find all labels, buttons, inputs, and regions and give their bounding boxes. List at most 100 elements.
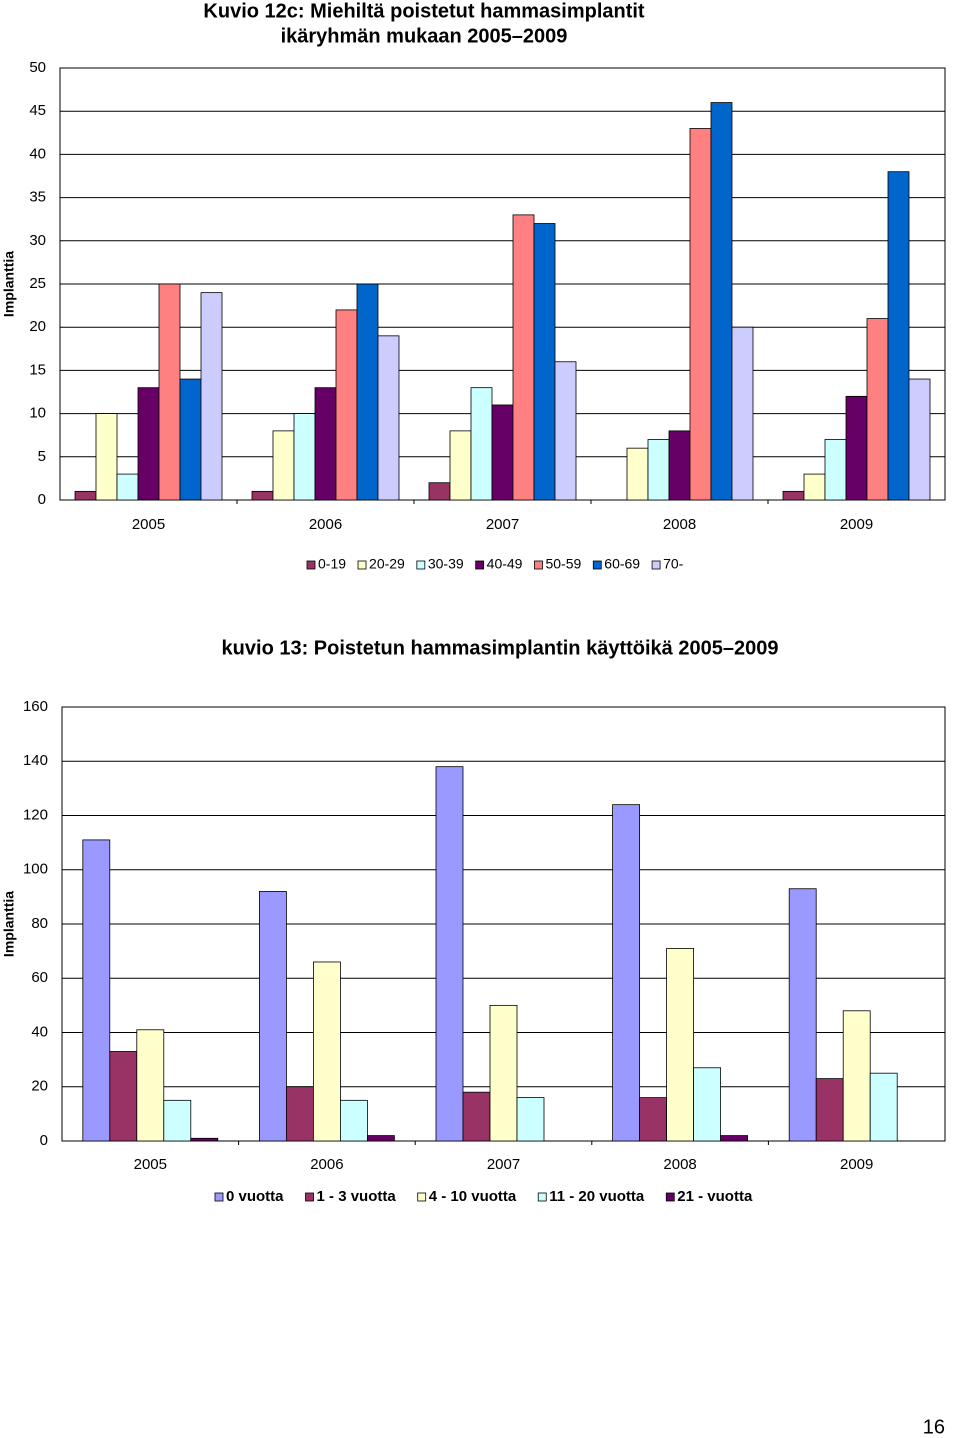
bar xyxy=(710,102,733,501)
y-tick-label: 60 xyxy=(31,969,48,986)
bar xyxy=(428,482,451,501)
legend-swatch xyxy=(214,1192,224,1202)
y-tick-label: 5 xyxy=(38,448,46,465)
y-tick-label: 30 xyxy=(29,232,46,249)
bar xyxy=(845,395,868,501)
bar xyxy=(491,404,514,501)
y-tick-label: 20 xyxy=(31,1078,48,1095)
x-tick-label: 2009 xyxy=(840,516,873,533)
bar xyxy=(866,318,889,501)
y-tick-label: 160 xyxy=(23,698,48,715)
bar xyxy=(449,430,472,501)
legend-swatch xyxy=(665,1192,675,1202)
y-tick-label: 35 xyxy=(29,189,46,206)
legend-swatch xyxy=(357,560,367,570)
bar xyxy=(190,1137,219,1142)
bar xyxy=(158,283,181,501)
y-tick-label: 15 xyxy=(29,361,46,378)
y-tick-label: 20 xyxy=(29,318,46,335)
bar xyxy=(109,1051,138,1142)
legend-label: 21 - vuotta xyxy=(677,1188,753,1205)
bar xyxy=(489,1004,518,1142)
bar xyxy=(293,413,316,501)
y-tick-label: 100 xyxy=(23,861,48,878)
bar xyxy=(74,490,97,501)
legend-swatch xyxy=(305,1192,314,1202)
y-tick-label: 40 xyxy=(31,1023,48,1040)
bar xyxy=(116,473,139,501)
bar xyxy=(377,335,400,501)
y-tick-label: 80 xyxy=(31,915,48,932)
legend-swatch xyxy=(651,560,661,570)
legend-swatch xyxy=(592,560,602,570)
bar xyxy=(782,490,805,501)
legend-label: 0-19 xyxy=(318,556,346,572)
x-tick-label: 2006 xyxy=(309,516,342,533)
bar xyxy=(312,961,341,1142)
legend-label: 40-49 xyxy=(487,556,523,572)
bar xyxy=(647,439,670,501)
chart-title: Kuvio 12c: Miehiltä poistetut hammasimpl… xyxy=(203,0,645,22)
bar xyxy=(887,171,910,501)
bar xyxy=(136,1029,165,1142)
bar xyxy=(720,1135,748,1142)
y-tick-label: 50 xyxy=(29,59,46,76)
bar xyxy=(285,1086,314,1142)
bar xyxy=(366,1135,395,1142)
bar xyxy=(842,1010,871,1142)
legend-label: 30-39 xyxy=(428,556,464,572)
chart-title: ikäryhmän mukaan 2005–2009 xyxy=(281,25,568,47)
y-tick-label: 140 xyxy=(23,752,48,769)
bar xyxy=(689,128,712,501)
bar xyxy=(869,1072,898,1142)
bar xyxy=(314,387,337,501)
legend-label: 0 vuotta xyxy=(226,1188,284,1205)
bar xyxy=(339,1099,368,1142)
x-tick-label: 2007 xyxy=(487,1156,520,1173)
legend-swatch xyxy=(475,560,485,570)
chart-title: kuvio 13: Poistetun hammasimplantin käyt… xyxy=(222,637,779,659)
bar xyxy=(693,1067,721,1142)
bar xyxy=(462,1091,491,1142)
y-tick-label: 25 xyxy=(29,275,46,292)
bar xyxy=(639,1097,667,1142)
legend-swatch xyxy=(537,1192,547,1202)
bar xyxy=(554,361,577,501)
legend-swatch xyxy=(306,560,316,570)
y-tick-label: 120 xyxy=(23,806,48,823)
bar xyxy=(272,430,295,501)
x-tick-label: 2008 xyxy=(663,1156,696,1173)
bar xyxy=(815,1078,844,1142)
legend-label: 50-59 xyxy=(545,556,581,572)
legend-label: 11 - 20 vuotta xyxy=(549,1188,645,1205)
bar xyxy=(668,430,691,501)
bar xyxy=(163,1099,192,1142)
legend-label: 4 - 10 vuotta xyxy=(429,1188,517,1205)
bar xyxy=(258,891,287,1142)
page-number: 16 xyxy=(923,1416,945,1438)
y-tick-label: 10 xyxy=(29,405,46,422)
x-tick-label: 2009 xyxy=(840,1156,873,1173)
x-tick-label: 2008 xyxy=(663,516,696,533)
legend-label: 60-69 xyxy=(604,556,640,572)
bar xyxy=(666,948,694,1142)
bar xyxy=(612,804,640,1142)
bar xyxy=(82,839,111,1142)
bar xyxy=(470,387,493,501)
bar xyxy=(356,283,379,501)
x-tick-label: 2006 xyxy=(310,1156,343,1173)
bar xyxy=(824,439,847,501)
y-axis-title: Implanttia xyxy=(1,891,17,957)
bar xyxy=(251,490,274,501)
x-tick-label: 2005 xyxy=(132,516,165,533)
bar xyxy=(335,309,358,501)
y-tick-label: 0 xyxy=(38,491,46,508)
bar xyxy=(200,292,223,501)
bar xyxy=(512,214,535,501)
bar xyxy=(626,447,649,501)
bar xyxy=(95,413,118,501)
legend-label: 1 - 3 vuotta xyxy=(317,1188,397,1205)
legend-label: 70- xyxy=(663,556,684,572)
